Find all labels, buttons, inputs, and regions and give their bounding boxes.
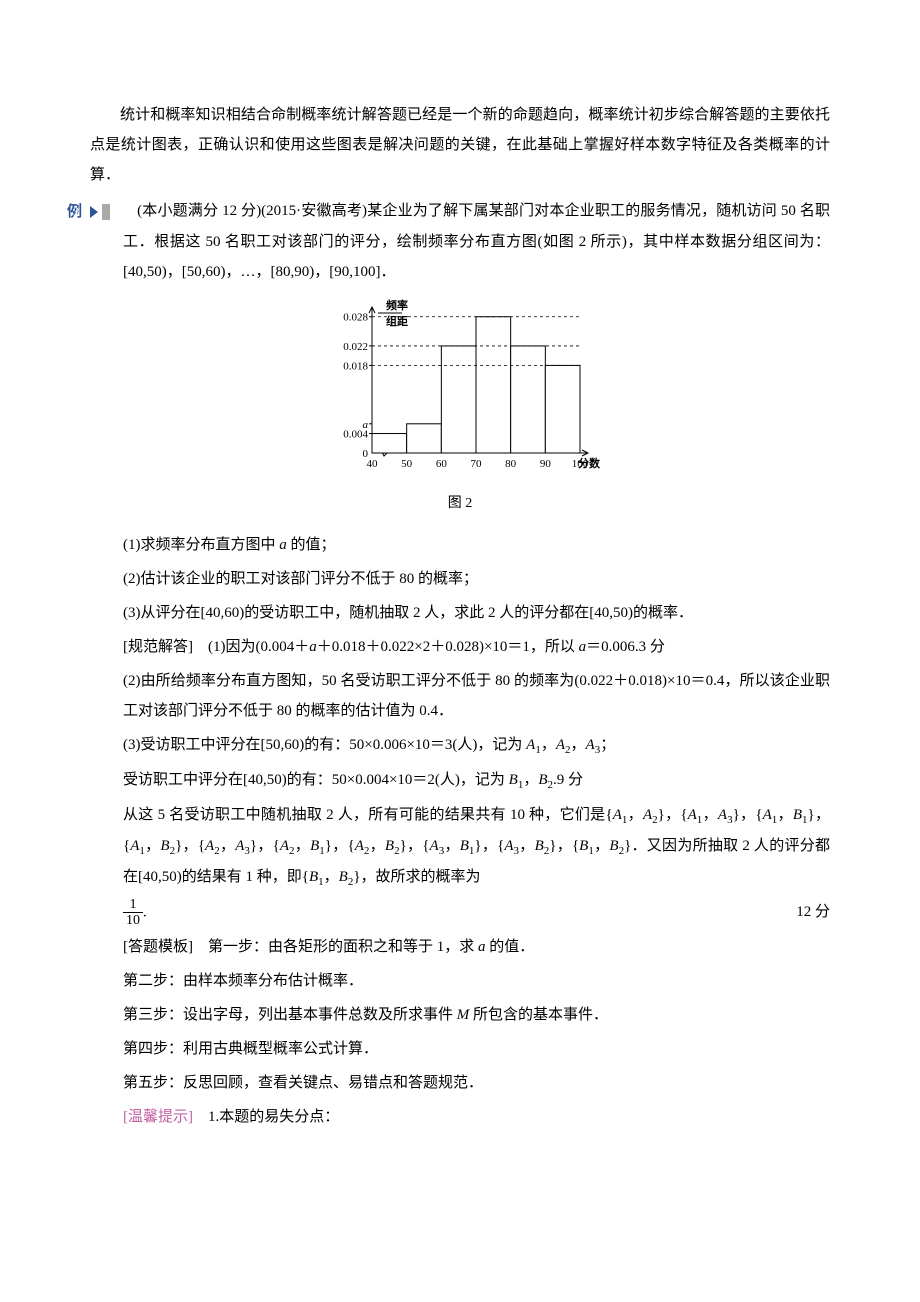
solution-2: (2)由所给频率分布直方图知，50 名受访职工评分不低于 80 的频率为(0.0… <box>123 666 830 726</box>
template-step1: [答题模板] 第一步：由各矩形的面积之和等于 1，求 a 的值． <box>123 932 830 962</box>
solution-1: [规范解答] (1)因为(0.004＋a＋0.018＋0.022×2＋0.028… <box>123 632 830 662</box>
svg-text:90: 90 <box>540 458 552 470</box>
triangle-icon <box>90 206 98 218</box>
example-number: 3 <box>102 204 110 220</box>
warm-tip: [温馨提示] 1.本题的易失分点： <box>123 1102 830 1132</box>
solution-3c: 从这 5 名受访职工中随机抽取 2 人，所有可能的结果共有 10 种，它们是{A… <box>123 800 830 893</box>
frac-numerator: 1 <box>123 897 143 913</box>
solution-3b: 受访职工中评分在[40,50)的有：50×0.004×10＝2(人)，记为 B1… <box>123 765 830 796</box>
svg-text:0.018: 0.018 <box>343 360 368 372</box>
question-2: (2)估计该企业的职工对该部门评分不低于 80 的概率； <box>123 564 830 594</box>
score-12: 12 分 <box>796 897 830 927</box>
question-3: (3)从评分在[40,60)的受访职工中，随机抽取 2 人，求此 2 人的评分都… <box>123 598 830 628</box>
solution-label: [规范解答] <box>123 639 193 655</box>
template-label: [答题模板] <box>123 939 193 955</box>
solution-3d: 1 10 . 12 分 <box>123 897 830 929</box>
fraction: 1 10 <box>123 897 143 929</box>
chart-caption: 图 2 <box>90 490 830 518</box>
svg-text:0.022: 0.022 <box>343 340 368 352</box>
intro-paragraph: 统计和概率知识相结合命制概率统计解答题已经是一个新的命题趋向，概率统计初步综合解… <box>90 100 830 190</box>
example-block: 例 3 (本小题满分 12 分)(2015·安徽高考)某企业为了解下属某部门对本… <box>123 196 830 287</box>
template-step5: 第五步：反思回顾，查看关键点、易错点和答题规范． <box>123 1068 830 1098</box>
histogram-svg: 0.0280.0220.018a0.0040405060708090100频率组… <box>310 295 610 475</box>
svg-text:组距: 组距 <box>386 314 408 328</box>
svg-text:频率: 频率 <box>386 298 408 312</box>
svg-text:80: 80 <box>505 458 517 470</box>
svg-text:40: 40 <box>367 458 379 470</box>
question-1: (1)求频率分布直方图中 a 的值； <box>123 530 830 560</box>
svg-text:0.004: 0.004 <box>343 428 368 440</box>
svg-text:70: 70 <box>471 458 483 470</box>
template-step3: 第三步：设出字母，列出基本事件总数及所求事件 M 所包含的基本事件． <box>123 1000 830 1030</box>
svg-text:分数: 分数 <box>578 456 601 470</box>
example-marker: 例 3 <box>90 197 110 227</box>
template-step4: 第四步：利用古典概型概率公式计算． <box>123 1034 830 1064</box>
frac-denominator: 10 <box>123 913 143 928</box>
svg-text:50: 50 <box>401 458 413 470</box>
svg-text:0.028: 0.028 <box>343 311 368 323</box>
template-step2: 第二步：由样本频率分布估计概率． <box>123 966 830 996</box>
histogram-chart: 0.0280.0220.018a0.0040405060708090100频率组… <box>90 295 830 518</box>
svg-text:60: 60 <box>436 458 448 470</box>
warm-tip-text: 1.本题的易失分点： <box>208 1109 339 1125</box>
warm-tip-label: [温馨提示] <box>123 1109 193 1125</box>
frac-suffix: . <box>143 904 147 920</box>
solution-3a: (3)受访职工中评分在[50,60)的有：50×0.006×10＝3(人)，记为… <box>123 730 830 761</box>
